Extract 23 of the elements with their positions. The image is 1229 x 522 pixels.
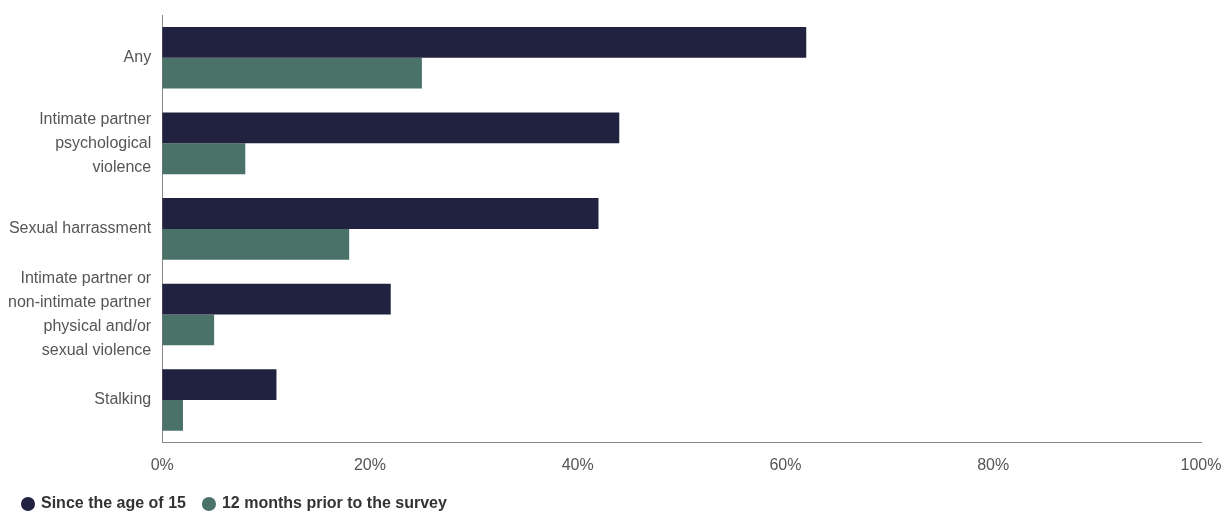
x-tick-label: 100% bbox=[1180, 455, 1222, 473]
legend-label: 12 months prior to the survey bbox=[221, 494, 447, 512]
bar bbox=[162, 26, 807, 58]
y-tick-label: Intimate partner psychological violence bbox=[39, 109, 152, 175]
x-tick-label: 20% bbox=[353, 455, 386, 473]
bar bbox=[162, 369, 277, 401]
bar bbox=[162, 228, 350, 260]
bar bbox=[162, 112, 620, 144]
x-tick-label: 0% bbox=[150, 455, 174, 473]
bar bbox=[162, 57, 422, 89]
y-tick-label: Sexual harrassment bbox=[8, 219, 152, 237]
x-tick-label: 80% bbox=[977, 455, 1010, 473]
x-tick-label: 60% bbox=[769, 455, 802, 473]
bar bbox=[162, 400, 183, 431]
legend-label: Since the age of 15 bbox=[41, 494, 187, 512]
y-tick-label: Stalking bbox=[94, 390, 152, 408]
y-tick-label: Intimate partner or non-intimate partner physical and/or sexual violence bbox=[8, 268, 152, 358]
bar bbox=[162, 283, 391, 315]
bar bbox=[162, 314, 215, 346]
y-tick-label: Any bbox=[123, 48, 152, 66]
bar bbox=[162, 198, 599, 229]
x-tick-label: 40% bbox=[561, 455, 594, 473]
bar bbox=[162, 143, 246, 175]
